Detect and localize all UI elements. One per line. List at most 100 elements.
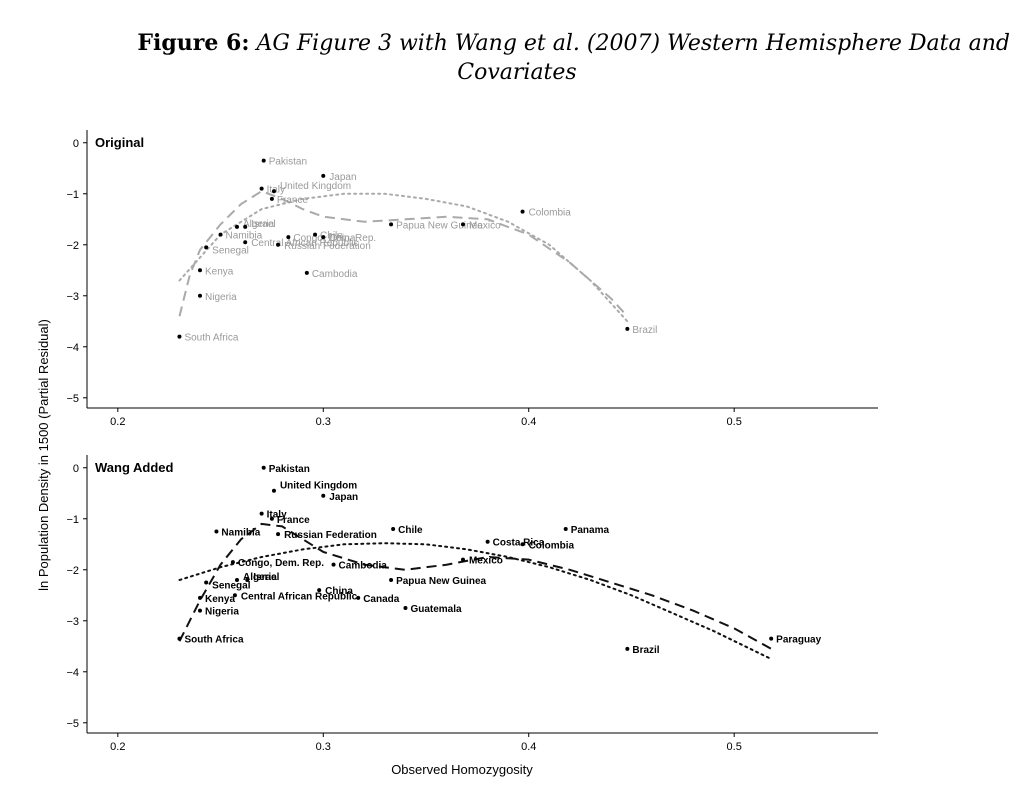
point-label: Mexico <box>469 556 503 567</box>
point-label: Chile <box>320 231 343 242</box>
x-tick-label: 0.2 <box>110 416 125 428</box>
figure-title-line-1: AG Figure 3 with Wang et al. (2007) West… <box>256 31 1010 56</box>
data-point <box>259 186 264 191</box>
point-label: Japan <box>329 172 356 183</box>
point-label: Colombia <box>529 540 575 551</box>
data-point <box>286 235 291 240</box>
point-label: Central African Republic <box>241 591 358 602</box>
point-label: United Kingdom <box>280 481 357 492</box>
data-point <box>214 529 219 534</box>
data-point <box>261 465 266 470</box>
y-tick-label: −1 <box>66 189 79 201</box>
data-point <box>177 334 182 339</box>
data-point <box>271 189 276 194</box>
x-tick-label: 0.2 <box>110 741 125 753</box>
point-label: Israel <box>253 572 279 583</box>
data-point <box>304 270 309 275</box>
data-point <box>234 577 239 582</box>
point-label: Colombia <box>529 208 572 219</box>
point-label: Costa Rica <box>493 538 545 549</box>
data-point <box>321 493 326 498</box>
data-point <box>769 636 774 641</box>
data-point <box>245 577 250 582</box>
data-point <box>276 242 281 247</box>
data-point <box>485 539 490 544</box>
point-label: China <box>325 586 353 597</box>
y-tick-label: −2 <box>66 565 79 577</box>
data-point <box>234 224 239 229</box>
point-label: South Africa <box>184 333 238 344</box>
panel-original: 0 −1 −2 −3 −4 −5 0.2 0.3 0.4 0.5 Original Pakistan J… <box>66 130 878 428</box>
figure-label: Figure 6: <box>137 30 250 56</box>
point-label: Panama <box>571 525 610 536</box>
data-point <box>563 526 568 531</box>
y-tick-label: −4 <box>66 667 79 679</box>
point-label: Senegal <box>212 581 251 592</box>
data-point <box>243 224 248 229</box>
data-point <box>356 595 361 600</box>
point-label: Central African Republic <box>251 238 358 249</box>
data-point <box>218 232 223 237</box>
x-tick-label: 0.4 <box>521 741 536 753</box>
data-point <box>625 326 630 331</box>
point-label: Nigeria <box>205 607 239 618</box>
y-tick-label: −3 <box>66 616 79 628</box>
fit-line-dashed <box>178 522 772 650</box>
y-tick-label: 0 <box>73 138 79 150</box>
point-label: Algeria <box>243 572 277 583</box>
point-label: France <box>277 195 309 206</box>
panel-title: Original <box>95 135 144 150</box>
point-label: Pakistan <box>269 157 307 168</box>
point-label: Pakistan <box>269 464 310 475</box>
data-point <box>321 173 326 178</box>
data-point <box>317 588 322 593</box>
point-label: Kenya <box>205 594 235 605</box>
fit-line-dotted <box>178 192 629 323</box>
y-tick-label: −4 <box>66 342 79 354</box>
point-label: Namibia <box>226 231 263 242</box>
data-point <box>460 557 465 562</box>
point-label: Brazil <box>632 325 657 336</box>
point-label: Italy <box>267 185 285 196</box>
data-point <box>625 646 630 651</box>
data-point <box>391 526 396 531</box>
x-tick-label: 0.3 <box>316 416 331 428</box>
data-point <box>177 636 182 641</box>
data-point <box>232 593 237 598</box>
point-label: Israel <box>251 219 275 230</box>
data-point <box>261 158 266 163</box>
data-point <box>321 235 326 240</box>
point-label: Namibia <box>221 528 260 539</box>
panel-title: Wang Added <box>95 460 174 475</box>
point-label: France <box>277 515 310 526</box>
data-point <box>271 488 276 493</box>
x-tick-label: 0.5 <box>727 416 742 428</box>
data-point <box>331 562 336 567</box>
data-point <box>204 245 209 250</box>
point-label: Japan <box>329 492 358 503</box>
data-point <box>198 293 202 298</box>
figure-title-line-2: Covariates <box>457 60 577 85</box>
point-label: Congo, Dem. Rep. <box>238 558 324 569</box>
point-label: China <box>329 233 356 244</box>
point-label: Brazil <box>632 645 659 656</box>
point-label: Russian Federation <box>284 241 371 252</box>
point-label: United Kingdom <box>280 181 351 192</box>
data-point <box>276 532 281 537</box>
panel-wang-added: 0 −1 −2 −3 −4 −5 0.2 0.3 0.4 0.5 Wang Added Pakista… <box>66 455 878 753</box>
point-label: Senegal <box>212 245 249 256</box>
point-label: Algeria <box>243 219 275 230</box>
point-label: Russian Federation <box>284 530 377 541</box>
x-tick-label: 0.4 <box>521 416 536 428</box>
point-label: South Africa <box>184 635 244 646</box>
x-tick-label: 0.5 <box>727 741 742 753</box>
point-label: Nigeria <box>205 292 237 303</box>
point-label: Papua New Guinea <box>396 220 483 231</box>
y-tick-label: −5 <box>66 393 79 405</box>
data-point <box>198 608 202 613</box>
data-point <box>259 511 264 516</box>
data-point <box>389 222 394 227</box>
point-label: Guatemala <box>410 604 462 615</box>
data-point <box>460 222 465 227</box>
